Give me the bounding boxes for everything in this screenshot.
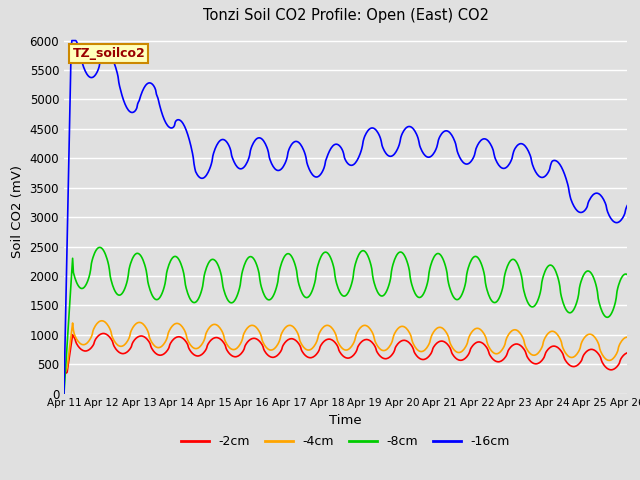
-2cm (216, 336, 224, 342)
-8cm (129, 255, 137, 261)
-4cm (431, 327, 439, 333)
-2cm (129, 339, 137, 345)
-8cm (186, 296, 194, 302)
-4cm (216, 325, 224, 331)
-8cm (431, 252, 439, 258)
-8cm (623, 272, 631, 277)
-16cm (60, 391, 68, 396)
Line: -2cm: -2cm (64, 334, 627, 373)
-16cm (129, 109, 137, 115)
-4cm (186, 342, 194, 348)
-2cm (623, 350, 631, 356)
-4cm (129, 324, 137, 330)
-2cm (431, 342, 439, 348)
Legend: -2cm, -4cm, -8cm, -16cm: -2cm, -4cm, -8cm, -16cm (176, 430, 515, 453)
Title: Tonzi Soil CO2 Profile: Open (East) CO2: Tonzi Soil CO2 Profile: Open (East) CO2 (203, 9, 488, 24)
X-axis label: Time: Time (330, 414, 362, 427)
Line: -16cm: -16cm (64, 41, 627, 394)
-16cm (186, 140, 194, 146)
-4cm (98, 318, 106, 324)
Y-axis label: Soil CO2 (mV): Soil CO2 (mV) (11, 165, 24, 258)
-8cm (216, 267, 224, 273)
-16cm (68, 38, 76, 44)
-16cm (623, 203, 631, 208)
-2cm (415, 355, 422, 361)
-2cm (99, 331, 107, 336)
-16cm (71, 38, 79, 44)
-8cm (96, 244, 104, 250)
-8cm (60, 391, 68, 396)
-16cm (216, 138, 224, 144)
-2cm (60, 370, 68, 376)
Line: -4cm: -4cm (64, 321, 627, 370)
-8cm (70, 273, 78, 278)
-2cm (186, 348, 194, 353)
-2cm (70, 335, 78, 340)
Line: -8cm: -8cm (64, 247, 627, 394)
-4cm (623, 334, 631, 340)
-16cm (415, 138, 422, 144)
-4cm (60, 367, 68, 373)
-4cm (415, 348, 422, 354)
-4cm (70, 331, 78, 336)
-16cm (431, 148, 439, 154)
-8cm (415, 295, 422, 300)
Text: TZ_soilco2: TZ_soilco2 (72, 47, 145, 60)
